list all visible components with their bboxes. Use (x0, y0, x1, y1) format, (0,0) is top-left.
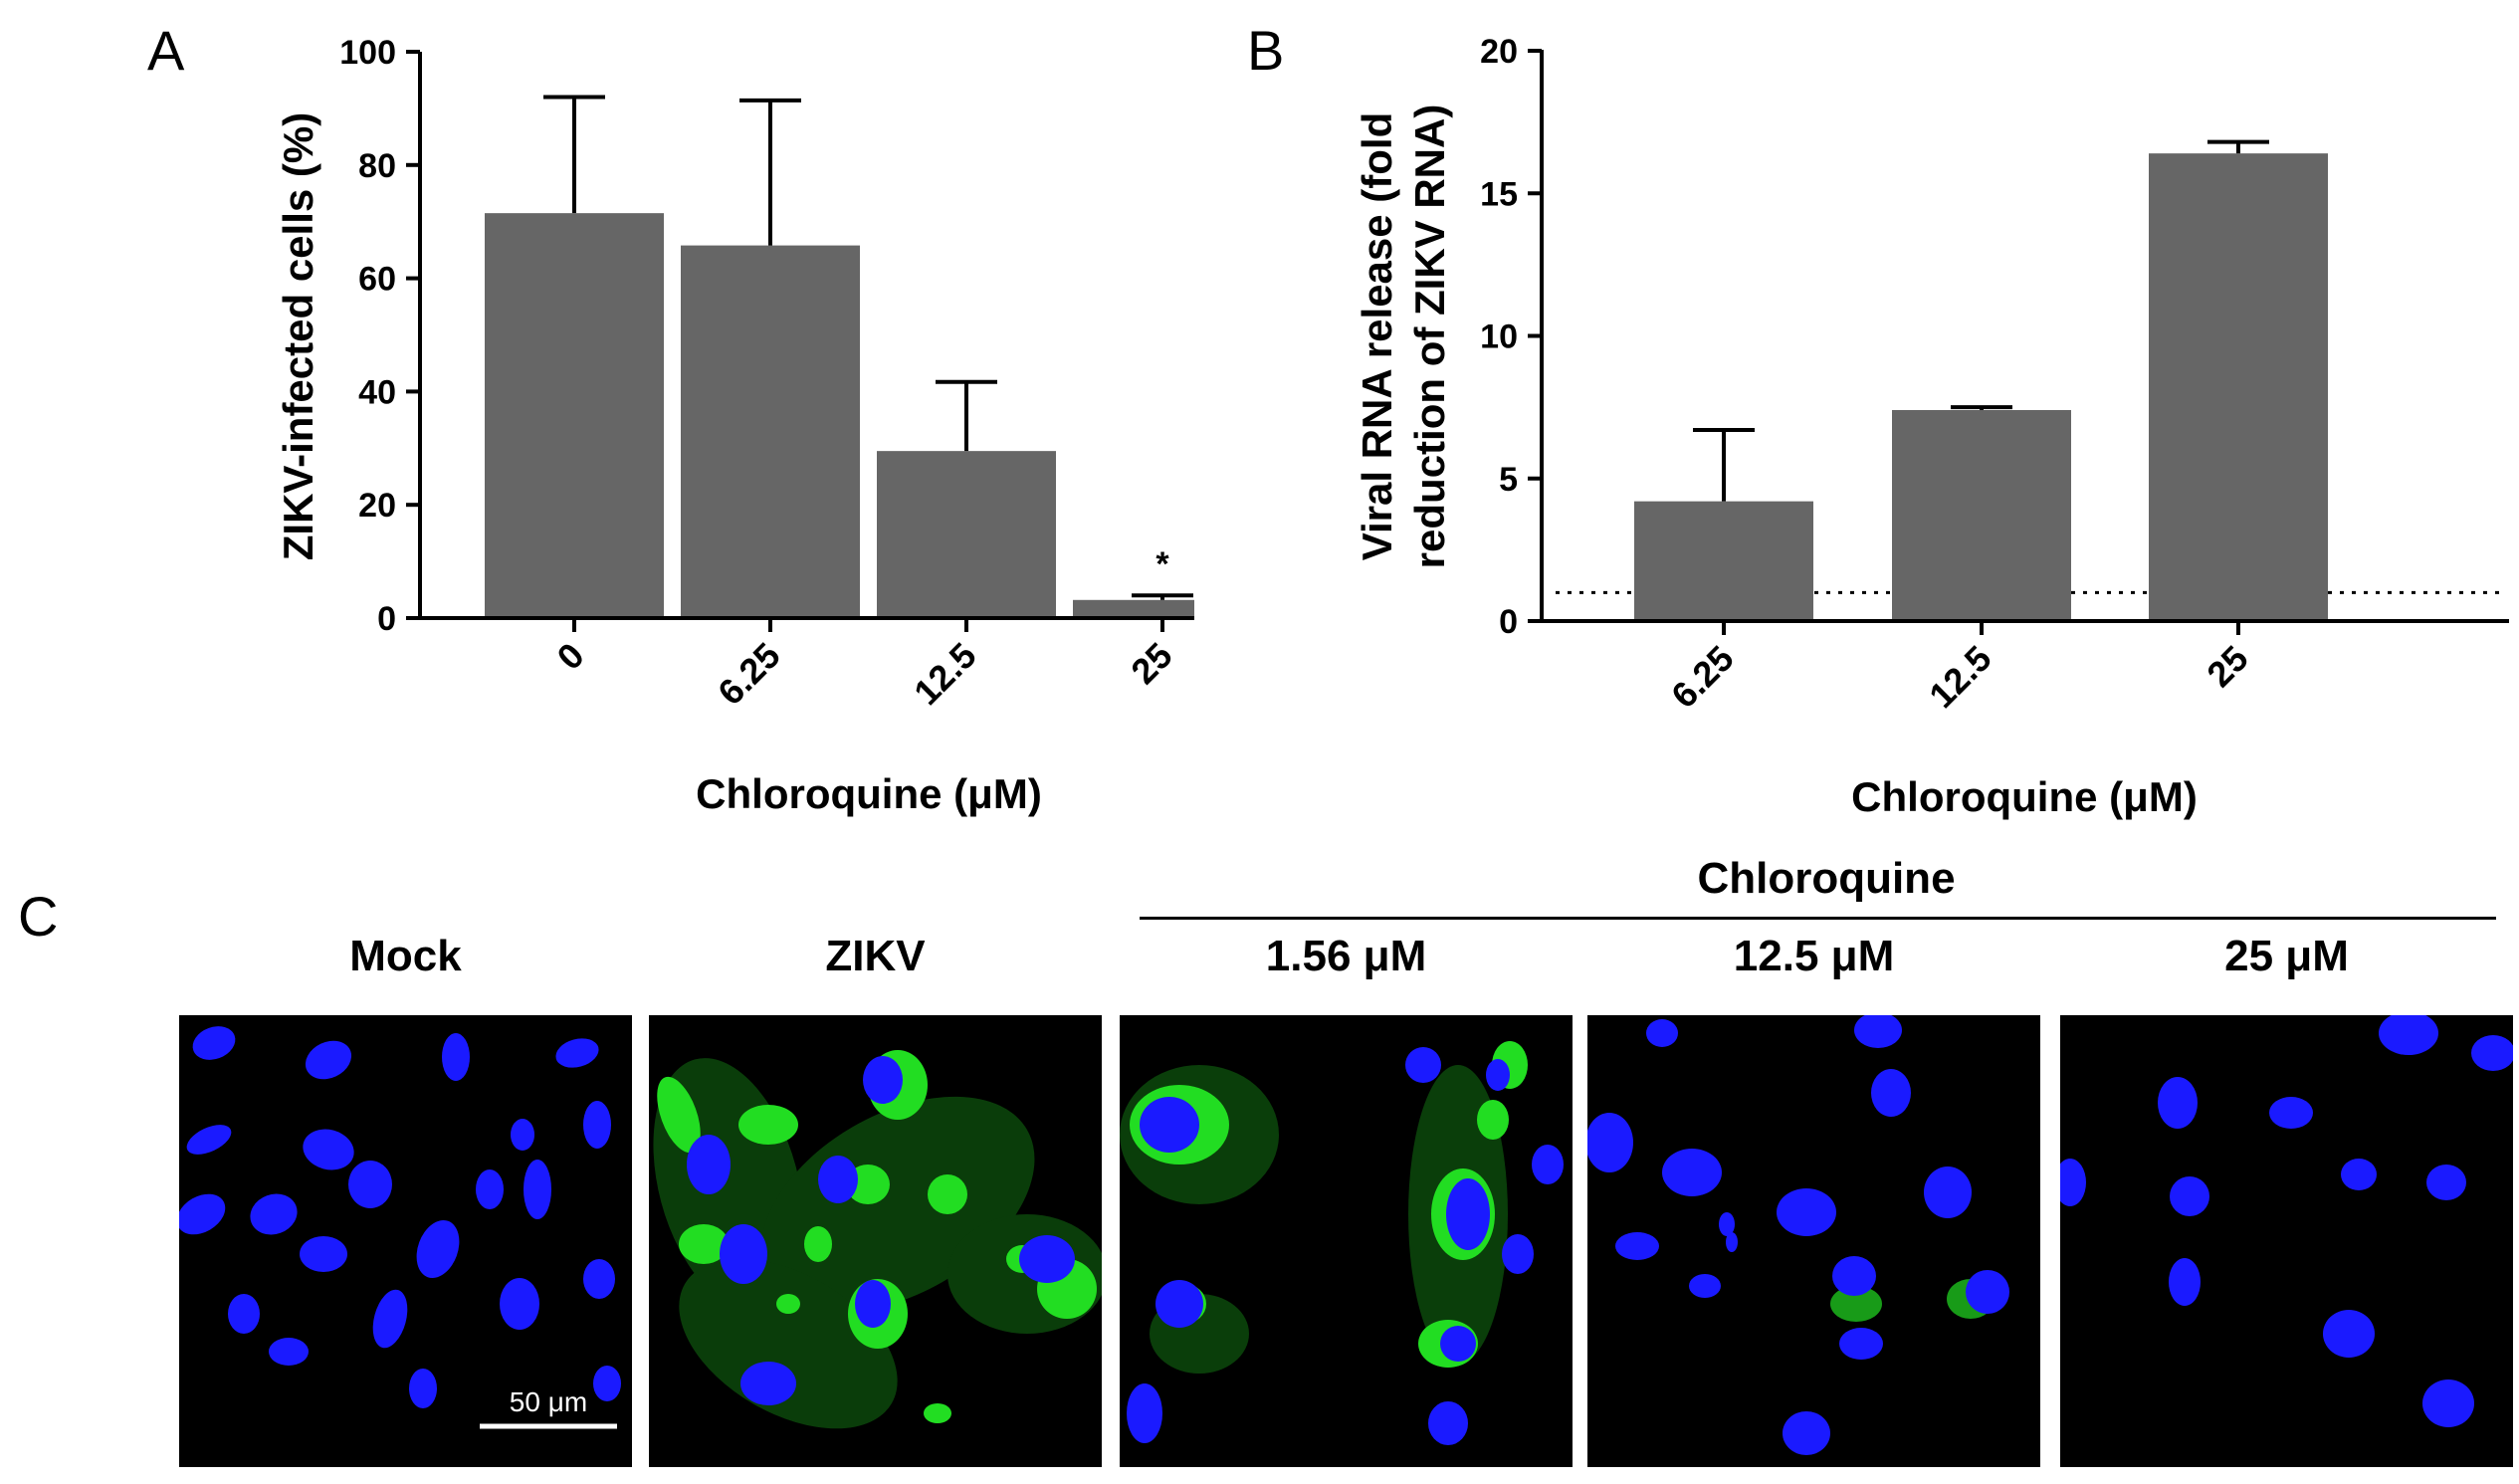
chart-a-y-tick-label: 80 (358, 147, 396, 185)
chart-a-y-tick-label: 20 (358, 487, 396, 525)
chart-a-category-label: 6.25 (710, 635, 788, 714)
micrograph-label-25: 25 μM (2224, 932, 2349, 980)
micrograph-25-image (2060, 1015, 2513, 1427)
scale-bar-label: 50 μm (510, 1386, 587, 1417)
chart-a-category-label: 25 (1123, 635, 1179, 692)
chloroquine-group-line (1140, 917, 2496, 920)
micrograph-label-1-56: 1.56 μM (1265, 932, 1427, 980)
panel-label-a: A (147, 19, 185, 82)
micrograph-1-56-image (1120, 1041, 1564, 1445)
chart-b-y-tick-label: 10 (1480, 318, 1518, 356)
micrograph-zikv (649, 1015, 1102, 1467)
chart-a-x-axis-title: Chloroquine (μM) (696, 770, 1042, 817)
chart-a-y-axis-title: ZIKV-infected cells (%) (275, 112, 321, 560)
chart-b: 0 5 10 15 20 6.25 12.5 25 Viral RNA release (f… (1354, 33, 2509, 820)
chart-b-bar (1892, 409, 2071, 621)
chart-a-category-label: 0 (549, 635, 592, 678)
micrograph-label-mock: Mock (349, 932, 462, 980)
chart-a-bar (681, 245, 860, 618)
chart-b-bar (2149, 153, 2328, 621)
chart-a-bar (877, 451, 1056, 618)
chart-a-y-tick-label: 60 (358, 261, 396, 299)
micrograph-label-12-5: 12.5 μM (1733, 932, 1895, 980)
micrograph-mock-image: 50 μm (179, 1026, 621, 1429)
chloroquine-group-label: Chloroquine (1697, 854, 1956, 903)
chart-b-y-tick-label: 20 (1480, 33, 1518, 71)
chart-b-category-label: 6.25 (1663, 638, 1742, 717)
micrograph-label-zikv: ZIKV (825, 932, 926, 980)
chart-b-category-label: 12.5 (1921, 638, 1999, 717)
chart-b-category-label: 25 (2199, 638, 2255, 695)
panel-label-b: B (1247, 19, 1285, 82)
chart-a-y-tick-label: 100 (339, 34, 396, 72)
chart-a-bar (485, 213, 664, 619)
chart-b-y-tick-label: 5 (1499, 461, 1518, 499)
chart-a-significance-marker: * (1155, 545, 1169, 583)
chart-b-y-axis-title-line-1: Viral RNA release (fold (1354, 112, 1400, 561)
micrograph-mock: 50 μm (179, 1015, 632, 1467)
chart-a: 0 20 40 60 80 100 0 6.25 12.5 25 * ZIKV-infected … (275, 34, 1194, 817)
micrograph-1-56 (1120, 1015, 1573, 1467)
chart-b-y-tick-label: 15 (1480, 175, 1518, 213)
chart-b-y-tick-label: 0 (1499, 603, 1518, 641)
chart-b-y-axis-title-line-2: reduction of ZIKV RNA) (1406, 105, 1453, 569)
micrograph-25 (2060, 1015, 2513, 1467)
panel-label-c: C (18, 885, 59, 948)
chart-b-bar (1634, 501, 1813, 621)
chart-a-bar (1073, 599, 1194, 618)
micrograph-12-5 (1587, 1015, 2040, 1467)
chart-a-y-tick-label: 0 (377, 600, 396, 638)
chart-b-x-axis-title: Chloroquine (μM) (1851, 773, 2198, 820)
chart-a-category-label: 12.5 (906, 635, 984, 714)
micrograph-zikv-image (653, 1050, 1102, 1429)
micrograph-12-5-image (1587, 1015, 2009, 1455)
chart-a-y-tick-label: 40 (358, 373, 396, 411)
